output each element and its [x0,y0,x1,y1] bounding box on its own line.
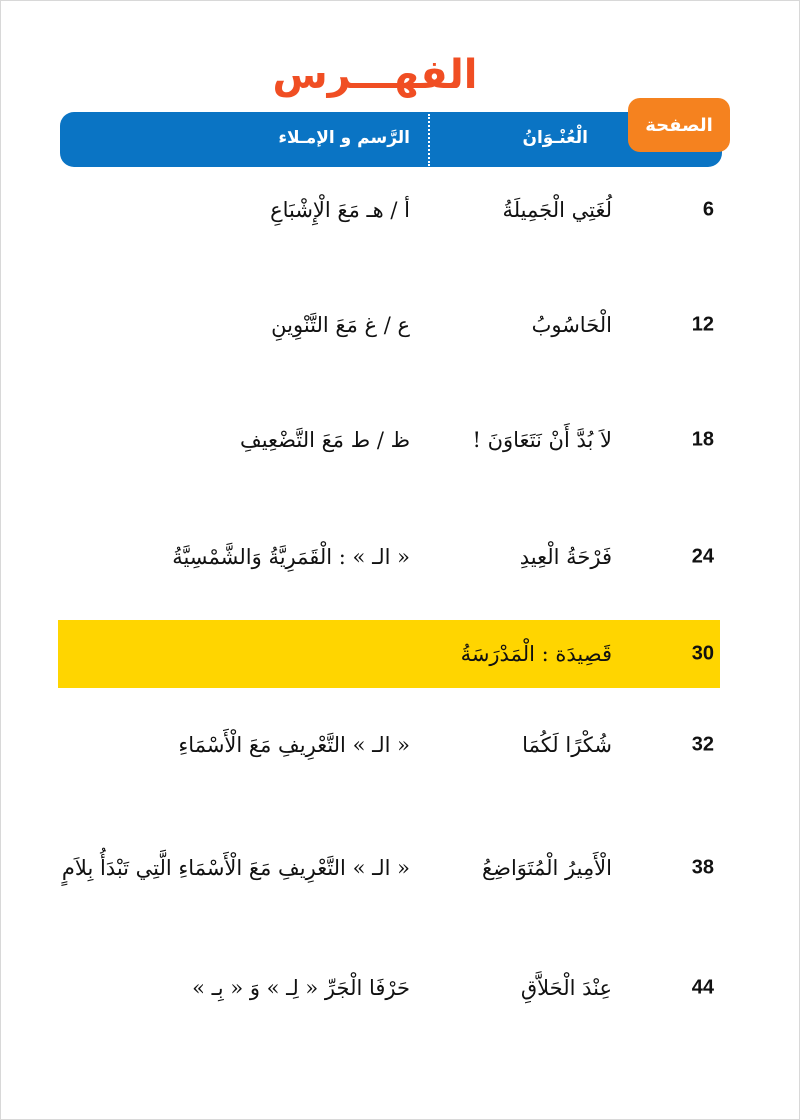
table-row: 24 فَرْحَةُ الْعِيدِ « الـ » : الْقَمَرِ… [58,523,720,591]
header-divider [428,114,430,166]
header-title-label: الْعُنْـوَانُ [522,128,588,148]
lesson-title: الْأَمِيرُ الْمُتَوَاضِعُ [481,856,612,880]
page-number: 32 [691,733,714,756]
table-header-bar [60,112,722,167]
spelling-topic: « الـ » التَّعْرِيفِ مَعَ الْأَسْمَاءِ [178,733,410,757]
table-row: 12 الْحَاسُوبُ ع / غ مَعَ التَّنْوِينِ [58,291,720,359]
spelling-topic: « الـ » التَّعْرِيفِ مَعَ الْأَسْمَاءِ ا… [61,856,410,880]
spelling-topic: حَرْفَا الْجَرِّ « لِـ » وَ « بِـ » [192,976,410,1000]
spelling-topic: « الـ » : الْقَمَرِيَّةُ وَالشَّمْسِيَّة… [172,545,410,569]
spelling-topic: ظ / ط مَعَ التَّضْعِيفِ [239,428,410,452]
lesson-title: عِنْدَ الْحَلاَّقِ [520,976,612,1000]
spelling-topic: أ / هـ مَعَ الْإِشْبَاعِ [270,198,410,222]
lesson-title: قَصِيدَة : الْمَدْرَسَةُ [460,642,612,666]
lesson-title: شُكْرًا لَكُمَا [522,733,612,757]
table-row: 32 شُكْرًا لَكُمَا « الـ » التَّعْرِيفِ … [58,711,720,779]
header-page-tab: الصفحة [628,98,730,152]
page-number: 44 [691,976,714,999]
page-number: 12 [691,313,714,336]
page-number: 6 [702,198,714,221]
table-row: 44 عِنْدَ الْحَلاَّقِ حَرْفَا الْجَرِّ «… [58,954,720,1022]
lesson-title: الْحَاسُوبُ [531,313,612,337]
lesson-title: لاَ بُدَّ أَنْ نَتَعَاوَنَ ! [472,428,612,452]
header-spelling-label: الرَّسم و الإمـلاء [278,128,410,148]
page-number: 18 [691,428,714,451]
spelling-topic: ع / غ مَعَ التَّنْوِينِ [271,313,410,337]
lesson-title: لُغَتِي الْجَمِيلَةُ [502,198,612,222]
page-number: 30 [691,642,714,665]
page-number: 24 [691,545,714,568]
page-title: الفهـــرس [272,52,478,98]
page-number: 38 [691,856,714,879]
table-row: 18 لاَ بُدَّ أَنْ نَتَعَاوَنَ ! ظ / ط مَ… [58,406,720,474]
lesson-title: فَرْحَةُ الْعِيدِ [519,545,612,569]
table-row: 38 الْأَمِيرُ الْمُتَوَاضِعُ « الـ » الت… [58,834,720,902]
table-row: 6 لُغَتِي الْجَمِيلَةُ أ / هـ مَعَ الْإِ… [58,176,720,244]
table-row-highlighted: 30 قَصِيدَة : الْمَدْرَسَةُ [58,620,720,688]
